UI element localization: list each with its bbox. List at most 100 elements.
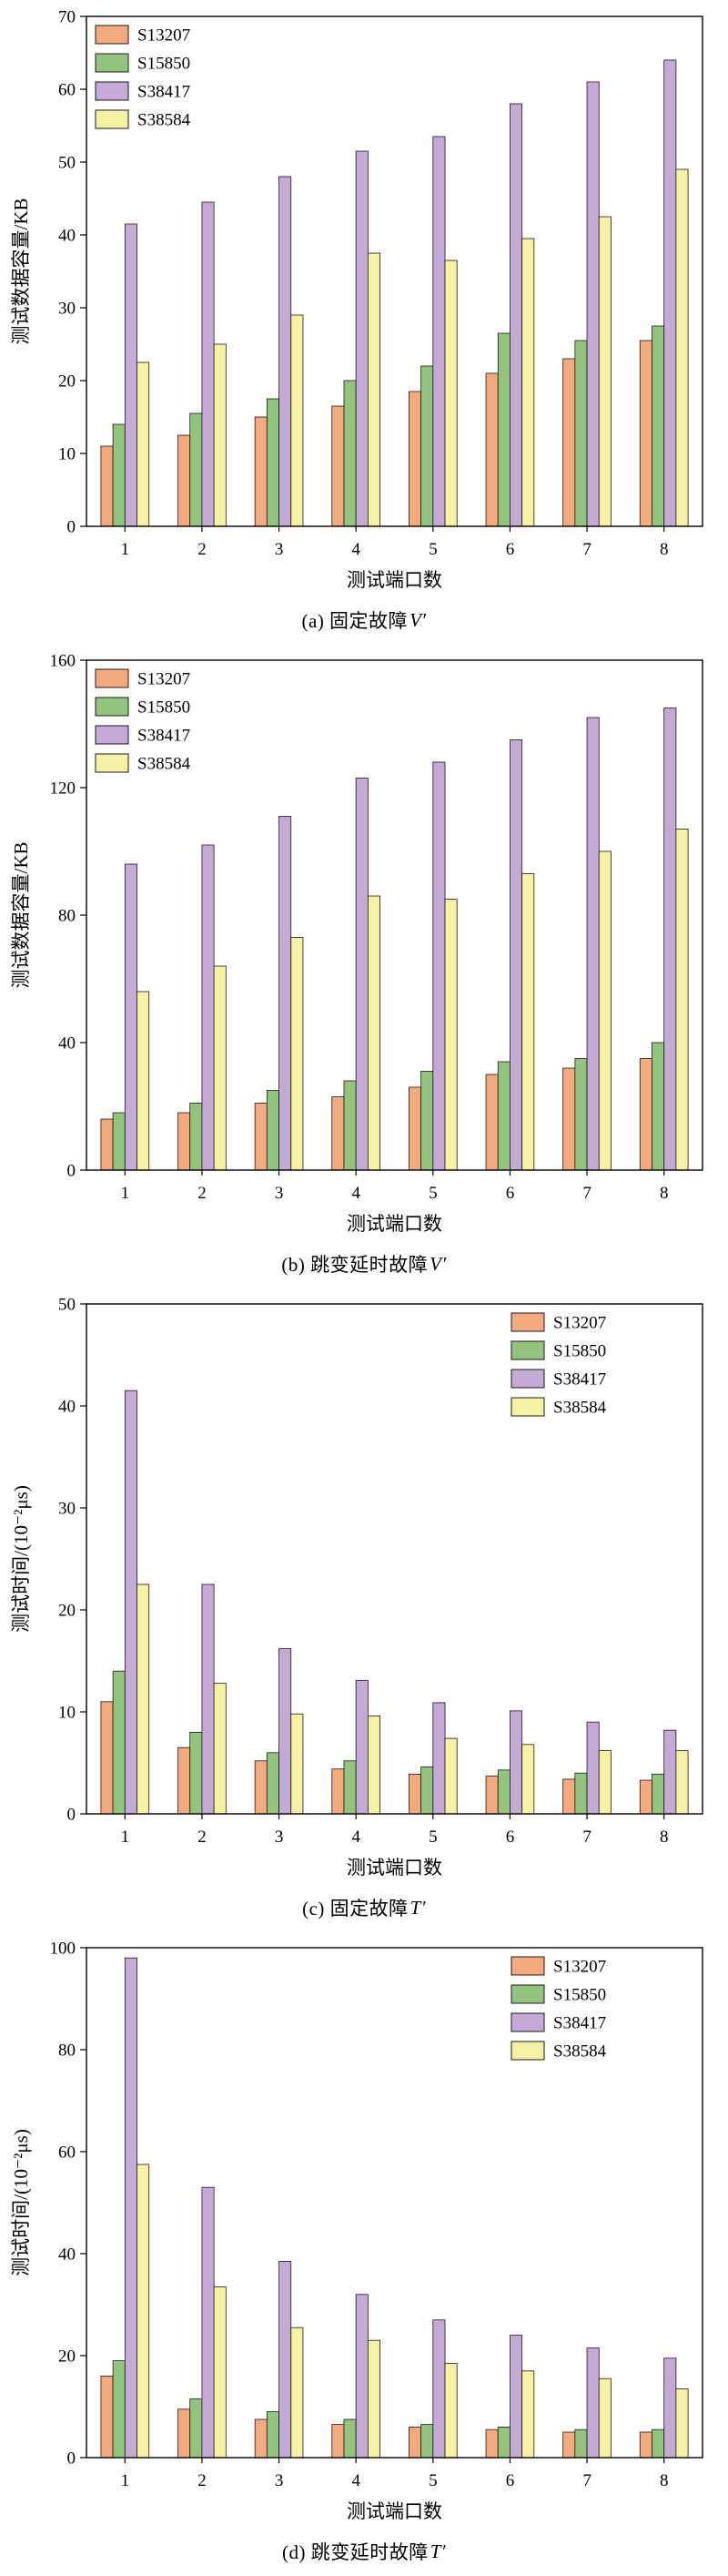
y-tick-label: 80	[58, 907, 76, 926]
bar-S38584-x3	[290, 1713, 304, 1815]
legend: S13207 S15850 S38417 S38584	[511, 1312, 607, 1418]
bar-S13207-x2	[177, 1112, 191, 1171]
bar-S15850-x1	[112, 423, 126, 527]
bar-S38584-x4	[367, 895, 380, 1171]
bar-S38584-x5	[444, 260, 458, 527]
legend-label-S15850: S15850	[137, 698, 190, 718]
y-tick-label: 0	[67, 2449, 76, 2469]
bar-S38584-x2	[213, 1683, 227, 1815]
bar-S38584-x7	[598, 1750, 612, 1815]
bar-S15850-x4	[343, 380, 357, 527]
x-axis-label: 测试端口数	[347, 569, 442, 591]
y-tick-label: 10	[58, 445, 76, 464]
bar-S15850-x5	[420, 1071, 434, 1171]
x-tick-label: 1	[121, 2471, 130, 2490]
x-tick-label: 4	[351, 1184, 360, 1203]
bar-S15850-x5	[420, 365, 434, 527]
legend-swatch-S38584	[511, 1397, 545, 1417]
bar-S38584-x4	[367, 1716, 380, 1815]
bar-S38584-x4	[367, 252, 380, 527]
legend-label-S38584: S38584	[553, 1399, 607, 1418]
plot-frame	[86, 1947, 703, 2459]
legend-label-S38417: S38417	[137, 83, 190, 102]
bar-S13207-x7	[562, 358, 576, 527]
plot-frame	[86, 15, 703, 527]
x-tick-label: 5	[429, 1184, 438, 1203]
y-tick-label: 70	[58, 8, 76, 27]
bar-S15850-x5	[420, 1767, 434, 1815]
bar-S38417-x7	[586, 1721, 600, 1815]
bar-S13207-x3	[254, 2418, 268, 2459]
bar-S38584-x6	[521, 873, 535, 1171]
bar-S38417-x8	[663, 2357, 677, 2459]
y-tick-label: 50	[58, 154, 76, 173]
bar-S38417-x4	[355, 150, 369, 527]
legend: S13207 S15850 S38417 S38584	[95, 668, 191, 774]
x-tick-label: 8	[660, 1828, 669, 1847]
bar-S15850-x8	[652, 1042, 665, 1171]
legend-label-S15850: S15850	[137, 55, 190, 74]
bar-S15850-x8	[652, 2428, 665, 2459]
y-tick-label: 20	[58, 1602, 76, 1621]
bar-S15850-x6	[497, 1061, 511, 1171]
bar-S15850-x5	[420, 2424, 434, 2459]
bar-S38584-x7	[598, 216, 612, 527]
bar-S38417-x1	[124, 1957, 137, 2459]
bar-S13207-x4	[331, 1096, 345, 1171]
chart-caption-c: (c) 固定故障 T′	[0, 1884, 728, 1931]
y-tick-label: 30	[58, 300, 76, 319]
legend-label-S13207: S13207	[137, 26, 190, 46]
y-tick-label: 30	[58, 1500, 76, 1519]
legend-swatch-S15850	[95, 53, 129, 73]
bar-S38584-x3	[290, 2327, 304, 2459]
x-tick-label: 2	[197, 540, 207, 559]
bar-S38584-x3	[290, 937, 304, 1171]
bar-S15850-x7	[574, 1058, 588, 1171]
legend-label-S13207: S13207	[553, 1314, 606, 1333]
bar-S13207-x5	[409, 1773, 422, 1815]
bar-S13207-x1	[100, 1701, 114, 1815]
x-tick-label: 4	[351, 2471, 360, 2490]
bar-S38584-x2	[213, 2286, 227, 2459]
caption-math-b: V′	[430, 1252, 447, 1275]
plot-frame	[86, 1303, 703, 1815]
y-tick-label: 40	[58, 227, 76, 246]
legend-swatch-S38417	[511, 1369, 545, 1389]
chart-caption-b: (b) 跳变延时故障 V′	[0, 1240, 728, 1288]
bar-S38584-x3	[290, 314, 304, 527]
bar-S38584-x7	[598, 2377, 612, 2459]
y-tick-label: 40	[58, 2245, 76, 2265]
legend-swatch-S13207	[511, 1312, 545, 1332]
y-axis-label: 测试数据容量/KB	[10, 841, 32, 988]
y-tick-label: 60	[58, 2143, 76, 2163]
bar-S13207-x7	[562, 1778, 576, 1815]
bar-S13207-x2	[177, 434, 191, 527]
bar-S38417-x4	[355, 2294, 369, 2459]
chart-caption-d: (d) 跳变延时故障 T′	[0, 2528, 728, 2575]
x-tick-label: 3	[275, 540, 284, 559]
x-tick-label: 1	[121, 1828, 130, 1847]
x-tick-label: 5	[429, 540, 438, 559]
bar-S15850-x6	[497, 1769, 511, 1815]
legend-swatch-S38417	[95, 81, 129, 101]
bar-S38417-x2	[201, 2186, 215, 2459]
x-tick-label: 4	[351, 540, 360, 559]
legend-label-S38584: S38584	[137, 755, 191, 774]
y-tick-label: 80	[58, 2041, 76, 2061]
legend-swatch-S13207	[95, 25, 129, 45]
y-tick-label: 20	[58, 2347, 76, 2367]
x-tick-label: 6	[506, 2471, 515, 2490]
legend-swatch-S15850	[511, 1340, 545, 1360]
legend-swatch-S38584	[95, 753, 129, 773]
bar-S38417-x3	[278, 2260, 292, 2459]
x-tick-label: 7	[582, 1184, 592, 1203]
bar-S38417-x5	[432, 136, 446, 527]
x-tick-label: 1	[121, 540, 130, 559]
legend-label-S38417: S38417	[553, 2014, 606, 2033]
x-tick-label: 8	[660, 2471, 669, 2490]
bar-S13207-x5	[409, 2427, 422, 2459]
bar-S38417-x2	[201, 201, 215, 527]
bar-S13207-x3	[254, 416, 268, 527]
legend-swatch-S38417	[95, 725, 129, 745]
